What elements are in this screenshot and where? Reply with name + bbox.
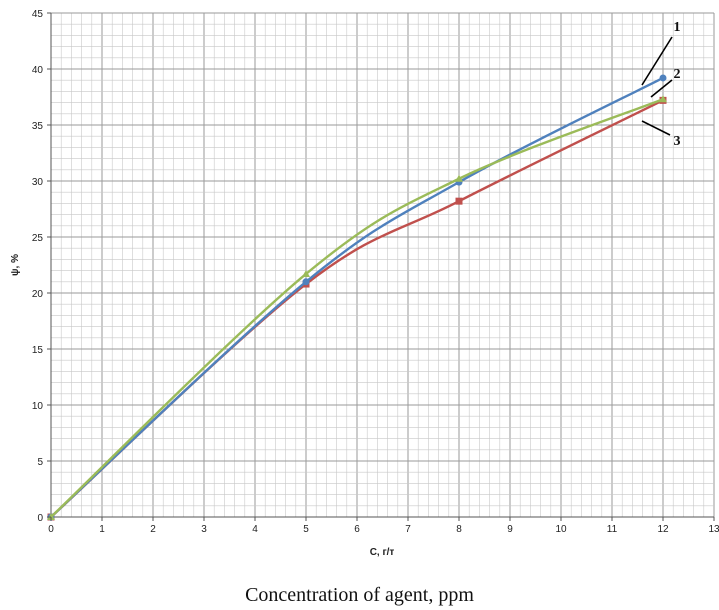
y-tick-label: 45	[32, 9, 44, 20]
callout-leader-3	[641, 120, 671, 136]
plot-area	[51, 13, 714, 517]
chart-series	[47, 74, 667, 521]
x-tick-label: 2	[150, 524, 156, 535]
series-callouts: 1 2 3	[641, 20, 681, 149]
callout-label-1: 1	[674, 20, 681, 35]
y-tick-label: 30	[32, 177, 44, 188]
data-point-circle	[659, 74, 667, 82]
x-tick-label: 7	[405, 524, 411, 535]
data-point-circle	[302, 278, 310, 286]
x-tick-label: 1	[99, 524, 105, 535]
chart-caption: Concentration of agent, ppm	[245, 584, 474, 606]
series-line-2	[49, 98, 665, 519]
callout-label-2: 2	[674, 67, 681, 82]
line-chart: 123 0 1 2 3 4 5 6 7 8 9 10 11 12 13051015202530354045…	[10, 9, 719, 558]
y-tick-label: 25	[32, 233, 44, 244]
y-tick-label: 35	[32, 121, 44, 132]
callout-label-3: 3	[674, 134, 681, 149]
x-tick-label: 12	[657, 524, 669, 535]
data-point-triangle	[659, 95, 667, 103]
y-tick-label: 40	[32, 65, 44, 76]
x-tick-label: 5	[303, 524, 309, 535]
x-tick-label: 4	[252, 524, 258, 535]
data-point-triangle	[302, 269, 310, 277]
x-tick-label: 13	[708, 524, 719, 535]
series-line-1	[49, 76, 665, 519]
x-tick-label: 11	[607, 524, 618, 535]
x-tick-label: 8	[456, 524, 462, 535]
y-tick-label: 0	[37, 513, 43, 524]
y-tick-label: 20	[32, 289, 44, 300]
data-point-square	[455, 197, 463, 205]
x-tick-label: 0	[48, 524, 54, 535]
x-axis-title: C, г/т	[370, 547, 395, 558]
y-tick-label: 10	[32, 401, 44, 412]
y-axis-title: ψ, %	[10, 254, 21, 276]
chart-axes	[50, 13, 714, 518]
callout-leader-1	[641, 36, 673, 86]
x-tick-label: 3	[201, 524, 207, 535]
x-tick-label: 9	[507, 524, 513, 535]
x-tick-label: 6	[354, 524, 360, 535]
y-tick-label: 5	[37, 457, 43, 468]
chart-grid	[50, 12, 715, 518]
data-point-triangle	[455, 174, 463, 182]
x-tick-label: 10	[555, 524, 567, 535]
callout-leader-2	[650, 79, 673, 98]
y-tick-label: 15	[32, 345, 44, 356]
